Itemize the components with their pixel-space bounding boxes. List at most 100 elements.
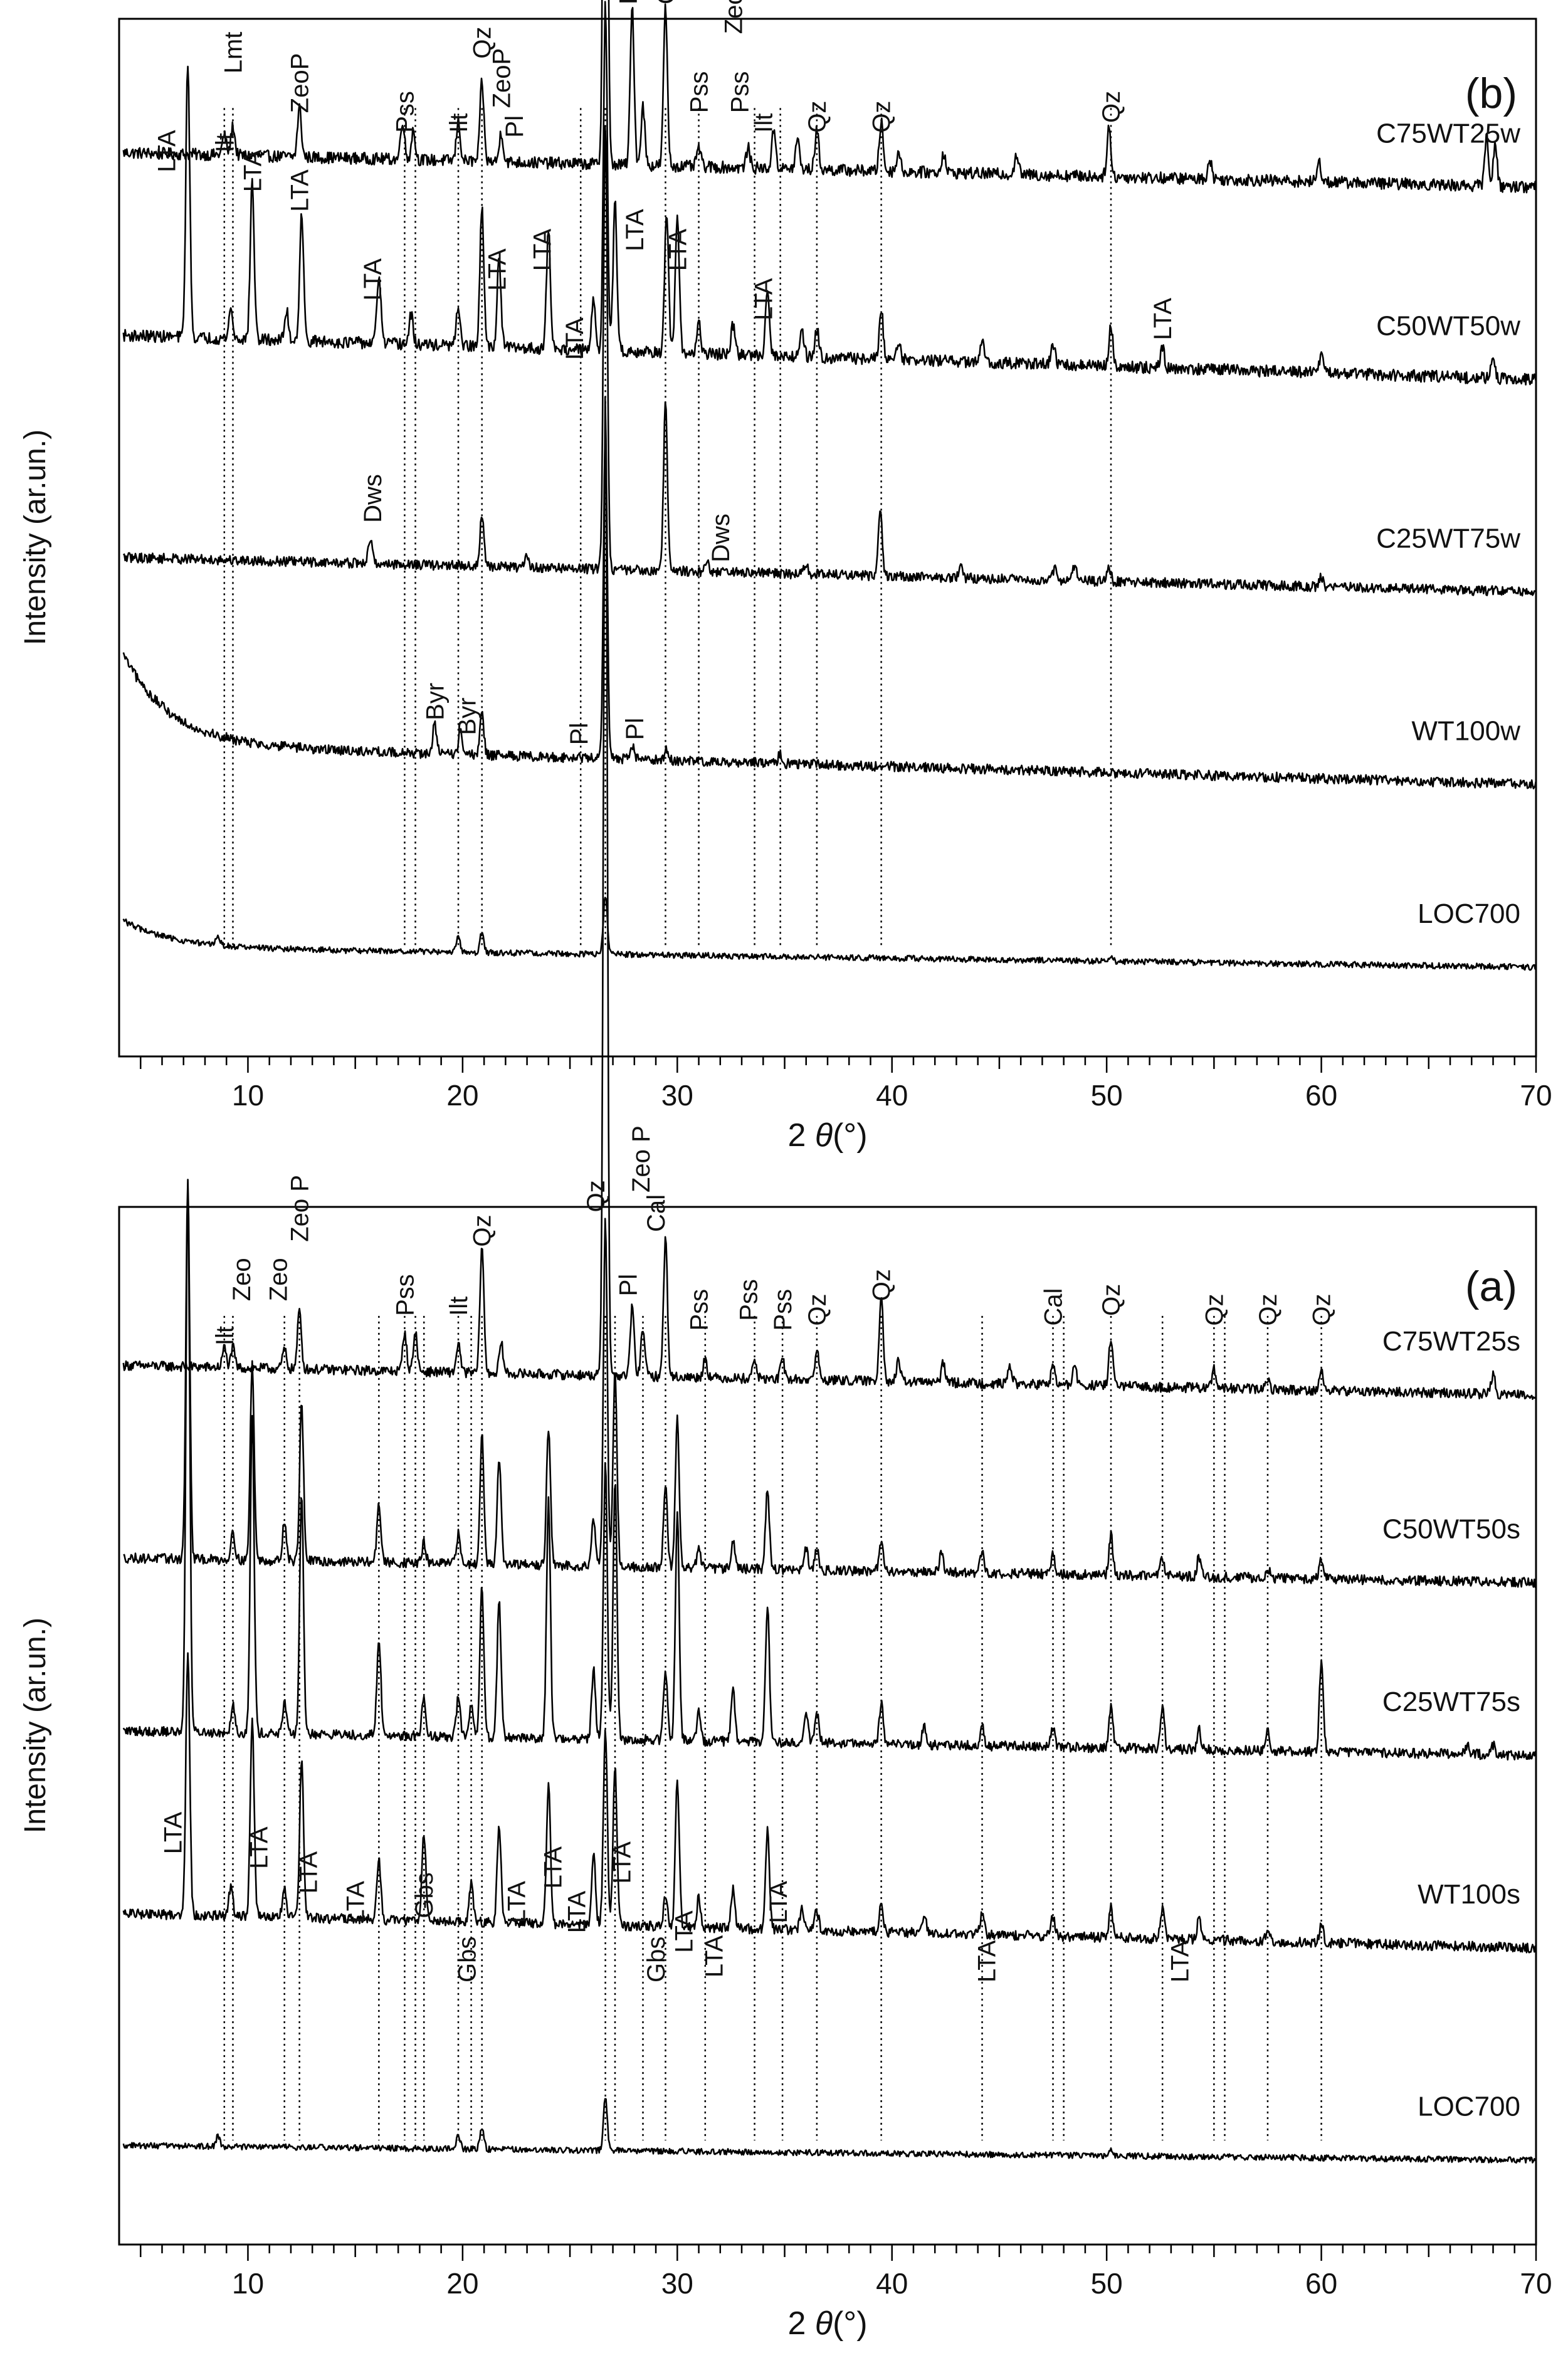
phase-label-lta-24: LTA (561, 317, 589, 360)
phase-label-qz-18: Qz (1201, 1293, 1228, 1325)
phase-label-qz-5: Qz (469, 26, 497, 58)
panel-a-reference-lines (223, 1315, 1322, 2140)
phase-label-pss-11: Pss (686, 1289, 713, 1331)
panel-a-series-lines (122, 396, 1537, 2164)
phase-label-lta-30: LTA (608, 1841, 636, 1884)
series-line-c25wt75s (122, 1188, 1537, 1761)
panel-b-phase-labels: IltLmtZeoPPssIltQzZeoPPlQzPlCalPssPssZeo… (153, 0, 1177, 745)
series-line-wt100w (122, 434, 1537, 789)
series-label-c25wt75s: C25WT75s (1382, 1687, 1520, 1717)
phase-label-pl-9: Pl (615, 0, 643, 4)
panel-a-x-ticks (139, 2245, 1537, 2261)
phase-label-lta-23: LTA (529, 229, 557, 271)
phase-label-dws-30: Dws (707, 513, 735, 562)
phase-label-lta-33: LTA (701, 1935, 729, 1977)
phase-label-lta-25: LTA (621, 209, 649, 251)
phase-label-qz-15: Qz (868, 1269, 896, 1301)
phase-label-pss-12: Pss (727, 71, 754, 113)
x-tick-label-20: 20 (446, 1079, 478, 1112)
phase-label-lmt-1: Lmt (220, 32, 248, 74)
x-tick-label-20: 20 (446, 2267, 478, 2300)
series-line-c75wt25w (122, 0, 1537, 194)
phase-label-lta-32: LTA (671, 1910, 698, 1953)
x-tick-label-10: 10 (232, 1079, 264, 1112)
phase-label-lta-19: LTA (239, 150, 266, 192)
phase-label-zeop-3: Zeo P (287, 1175, 314, 1242)
phase-label-pss-11: Pss (686, 71, 713, 113)
phase-label-cal-16: Cal (1040, 1288, 1068, 1326)
phase-label-pss-13: Pss (769, 1289, 797, 1331)
phase-label-lta-27: LTA (503, 1881, 531, 1924)
phase-label-gbs-31: Gbs (643, 1937, 670, 1982)
phase-label-zeo-1: Zeo (228, 1258, 256, 1301)
phase-label-ilt-5: Ilt (445, 1297, 473, 1316)
phase-label-pss-12: Pss (735, 1279, 762, 1321)
phase-label-lta-22: LTA (484, 248, 512, 291)
x-tick-label-30: 30 (661, 1079, 693, 1112)
x-tick-label-10: 10 (232, 2267, 264, 2300)
panel-a-y-axis-label: Intensity (ar.un.) (19, 1618, 52, 1833)
phase-label-qz-14: Qz (804, 1293, 831, 1325)
phase-label-zeo-13: Zeo (720, 0, 747, 34)
phase-label-qz-6: Qz (469, 1214, 497, 1246)
phase-label-ilt-4: Ilt (445, 113, 473, 133)
phase-label-qz-20: Qz (1308, 1293, 1336, 1325)
phase-label-cal-10: Cal (653, 0, 680, 4)
phase-label-cal-10: Cal (643, 1194, 670, 1232)
phase-label-pl-8: Pl (615, 1274, 643, 1297)
series-line-wt100s (122, 1652, 1537, 1954)
phase-label-qz-15: Qz (804, 101, 831, 133)
phase-label-lta-22: LTA (246, 1826, 273, 1869)
series-line-c50wt50w (122, 1, 1537, 386)
x-tick-label-70: 70 (1520, 2267, 1552, 2300)
series-line-c50wt50s (123, 1179, 1537, 1588)
panel-b-y-axis-label: Intensity (ar.un.) (19, 429, 52, 645)
panel-b-label: (b) (1465, 70, 1517, 117)
phase-label-lta-21: LTA (160, 1812, 187, 1855)
x-tick-label-60: 60 (1305, 1079, 1337, 1112)
phase-label-lta-36: LTA (1167, 1940, 1194, 1982)
phase-label-lta-26: LTA (664, 229, 692, 271)
phase-label-byr-31: Byr (421, 683, 449, 720)
x-tick-label-50: 50 (1091, 2267, 1123, 2300)
phase-label-pss-4: Pss (391, 1274, 419, 1316)
series-line-loc700 (122, 897, 1537, 971)
series-label-c50wt50s: C50WT50s (1382, 1513, 1520, 1544)
phase-label-byr-32: Byr (454, 698, 481, 735)
phase-label-ilt-0: Ilt (211, 133, 239, 152)
panel-b-x-axis-label: 2 θ(°) (787, 1117, 867, 1154)
phase-label-zeo-2: Zeo (265, 1258, 292, 1301)
series-label-c50wt50w: C50WT50w (1376, 311, 1520, 342)
panel-a-label: (a) (1465, 1263, 1517, 1310)
panel-a-frame (118, 1206, 1537, 2246)
phase-label-qz-17: Qz (1098, 91, 1125, 123)
series-label-c25wt75w: C25WT75w (1376, 523, 1520, 554)
series-line-loc700 (122, 2098, 1537, 2164)
phase-label-qz-19: Qz (1255, 1293, 1282, 1325)
phase-label-gbs-25: Gbs (411, 1872, 438, 1918)
phase-label-lta-35: LTA (973, 1940, 1001, 1982)
series-line-c75wt25s (122, 396, 1537, 1400)
series-label-wt100w: WT100w (1411, 715, 1520, 746)
panel-b-chart: IltLmtZeoPPssIltQzZeoPPlQzPlCalPssPssZeo… (19, 0, 1552, 1154)
phase-label-lta-24: LTA (342, 1881, 370, 1924)
phase-label-lta-18: LTA (153, 130, 181, 172)
phase-label-qz-17: Qz (1098, 1284, 1125, 1316)
phase-label-qz-7: Qz (582, 1180, 610, 1212)
series-label-c75wt25w: C75WT25w (1376, 118, 1520, 149)
x-tick-label-30: 30 (661, 2267, 693, 2300)
panel-a-x-tick-labels: 10 20 30 40 50 60 70 (232, 2267, 1552, 2300)
phase-label-lta-28: LTA (540, 1846, 567, 1889)
series-line-c25wt75w (122, 125, 1537, 597)
phase-label-lta-34: LTA (765, 1881, 792, 1924)
phase-label-lta-23: LTA (295, 1851, 322, 1894)
phase-label-pl-34: Pl (621, 718, 649, 740)
phase-label-lta-21: LTA (359, 258, 387, 301)
phase-label-dws-29: Dws (359, 474, 387, 523)
phase-label-lta-27: LTA (750, 278, 777, 320)
panel-a-x-axis-label: 2 θ(°) (787, 2305, 867, 2342)
x-tick-label-40: 40 (876, 1079, 908, 1112)
phase-label-pl-7: Pl (501, 115, 529, 138)
